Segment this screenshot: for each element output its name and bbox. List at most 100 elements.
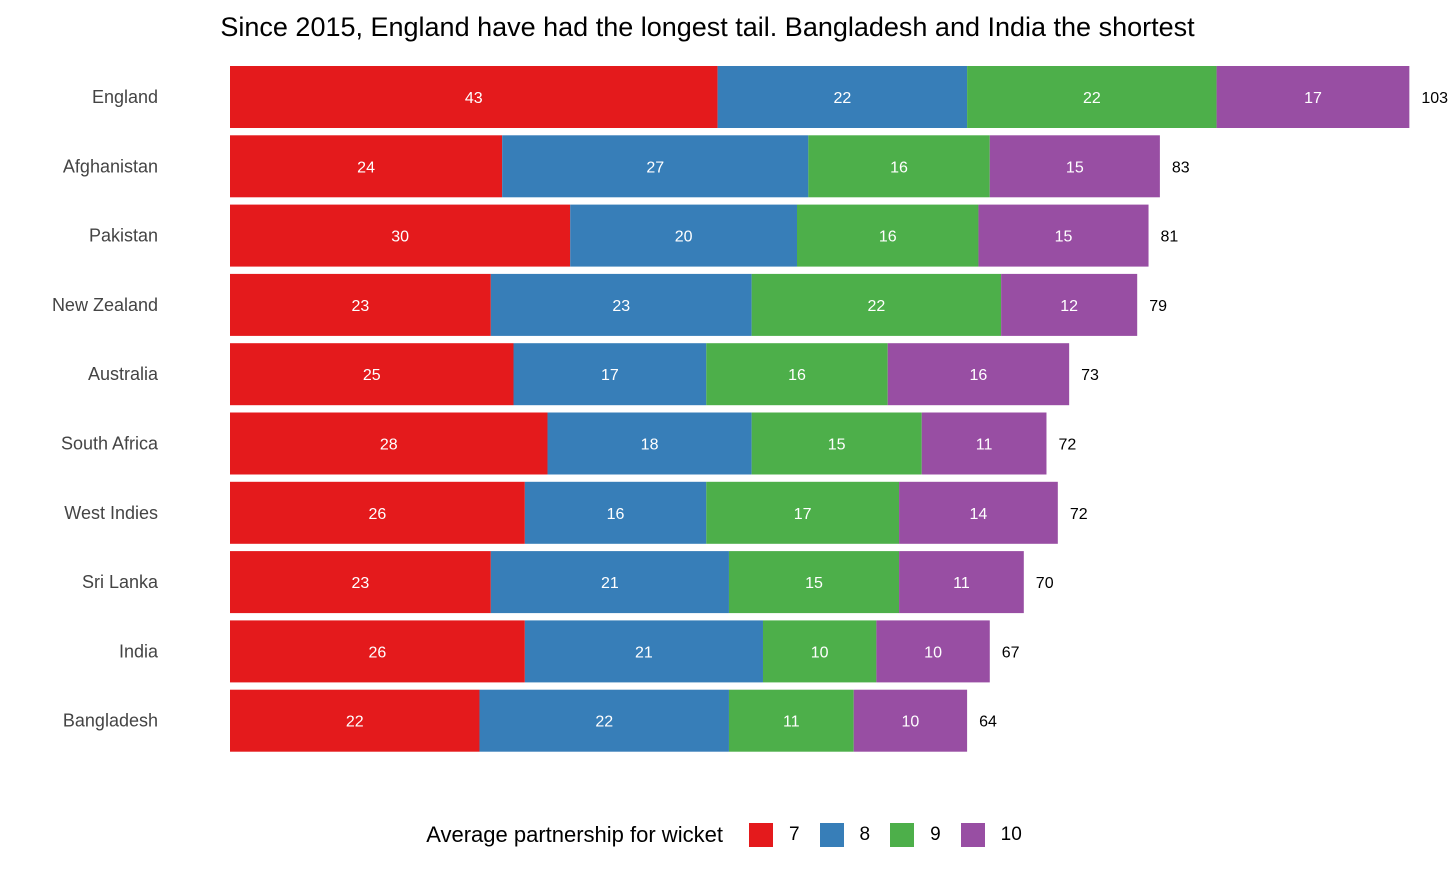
bar-south-africa-wicket-9	[751, 412, 922, 475]
bar-australia-wicket-7	[230, 343, 514, 406]
bar-new-zealand-wicket-10	[1001, 273, 1138, 336]
bar-england-wicket-10	[1216, 66, 1410, 128]
bar-australia-wicket-9	[706, 343, 888, 406]
bar-label-pakistan-wicket-7: 30	[391, 229, 409, 246]
category-label-south-africa: South Africa	[61, 434, 159, 454]
bar-label-bangladesh-wicket-9: 11	[783, 714, 800, 731]
bar-label-sri-lanka-wicket-10: 11	[953, 575, 970, 592]
bar-label-new-zealand-wicket-8: 23	[612, 298, 630, 315]
total-label-afghanistan: 83	[1172, 159, 1190, 176]
bar-label-australia-wicket-9: 16	[788, 367, 806, 384]
bar-west-indies-wicket-10	[899, 481, 1058, 544]
bar-afghanistan-wicket-10	[989, 135, 1160, 198]
legend: Average partnership for wicket 7 8 9 10	[0, 822, 1456, 848]
bar-label-west-indies-wicket-7: 26	[369, 506, 387, 523]
bar-label-west-indies-wicket-8: 16	[607, 506, 625, 523]
bar-south-africa-wicket-7	[230, 412, 548, 475]
bar-pakistan-wicket-10	[978, 204, 1149, 267]
bar-afghanistan-wicket-7	[230, 135, 503, 198]
bar-west-indies-wicket-7	[230, 481, 525, 544]
bar-australia-wicket-10	[887, 343, 1070, 406]
legend-item-9: 9	[890, 823, 949, 847]
bar-india-wicket-9	[762, 620, 877, 683]
total-label-india: 67	[1002, 644, 1020, 661]
category-label-pakistan: Pakistan	[89, 226, 158, 246]
bar-label-bangladesh-wicket-7: 22	[346, 714, 364, 731]
chart-plot: England 43 22 22 17 103 Afghanistan 24 27 16 15 83 P…	[52, 66, 1448, 752]
bar-england-wicket-9	[967, 66, 1217, 128]
bar-label-india-wicket-9: 10	[811, 644, 829, 661]
bar-sri-lanka-wicket-10	[899, 551, 1024, 614]
bar-label-afghanistan-wicket-7: 24	[357, 159, 375, 176]
bar-label-new-zealand-wicket-9: 22	[867, 298, 885, 315]
bar-label-pakistan-wicket-10: 15	[1055, 229, 1073, 246]
category-label-afghanistan: Afghanistan	[63, 156, 158, 176]
bar-label-india-wicket-7: 26	[369, 644, 387, 661]
total-label-pakistan: 81	[1161, 229, 1179, 246]
legend-label-10: 10	[1000, 824, 1022, 845]
bar-label-pakistan-wicket-9: 16	[879, 229, 897, 246]
bar-bangladesh-wicket-7	[230, 689, 480, 752]
legend-swatch-9	[890, 823, 915, 847]
bar-england-wicket-7	[230, 66, 718, 128]
total-label-bangladesh: 64	[979, 714, 997, 731]
bar-label-west-indies-wicket-10: 14	[970, 506, 988, 523]
legend-swatch-10	[960, 823, 985, 847]
category-label-west-indies: West Indies	[64, 503, 158, 523]
bar-label-sri-lanka-wicket-9: 15	[805, 575, 823, 592]
bar-new-zealand-wicket-7	[230, 273, 491, 336]
category-label-bangladesh: Bangladesh	[63, 711, 158, 731]
legend-title: Average partnership for wicket	[426, 822, 723, 847]
category-label-new-zealand: New Zealand	[52, 295, 158, 315]
bar-bangladesh-wicket-8	[479, 689, 729, 752]
category-label-england: England	[92, 87, 158, 107]
bar-west-indies-wicket-9	[706, 481, 900, 544]
total-label-sri-lanka: 70	[1036, 575, 1054, 592]
bar-label-new-zealand-wicket-10: 12	[1060, 298, 1078, 315]
category-label-australia: Australia	[88, 364, 159, 384]
bar-label-india-wicket-8: 21	[635, 644, 653, 661]
bar-south-africa-wicket-8	[547, 412, 752, 475]
bar-label-bangladesh-wicket-8: 22	[595, 714, 613, 731]
bar-label-pakistan-wicket-8: 20	[675, 229, 693, 246]
bar-afghanistan-wicket-8	[502, 135, 809, 198]
bar-label-bangladesh-wicket-10: 10	[902, 714, 920, 731]
bar-new-zealand-wicket-8	[490, 273, 752, 336]
bar-label-england-wicket-8: 22	[833, 90, 851, 107]
legend-swatch-8	[819, 823, 844, 847]
bar-sri-lanka-wicket-7	[230, 551, 491, 614]
total-label-england: 103	[1421, 90, 1448, 107]
total-label-south-africa: 72	[1058, 437, 1076, 454]
bar-pakistan-wicket-8	[570, 204, 797, 267]
legend-swatch-7	[748, 823, 773, 847]
legend-item-8: 8	[819, 823, 879, 847]
chart-title: Since 2015, England have had the longest…	[220, 12, 1195, 42]
bar-label-south-africa-wicket-10: 11	[976, 437, 993, 454]
bar-bangladesh-wicket-10	[853, 689, 968, 752]
bar-label-australia-wicket-7: 25	[363, 367, 381, 384]
bar-pakistan-wicket-7	[230, 204, 571, 267]
bar-sri-lanka-wicket-8	[490, 551, 729, 614]
bar-label-afghanistan-wicket-9: 16	[890, 159, 908, 176]
bar-south-africa-wicket-10	[921, 412, 1047, 475]
legend-item-7: 7	[748, 823, 808, 847]
bar-label-england-wicket-10: 17	[1304, 90, 1322, 107]
bar-pakistan-wicket-9	[797, 204, 979, 267]
total-label-australia: 73	[1081, 367, 1099, 384]
bar-label-new-zealand-wicket-7: 23	[352, 298, 370, 315]
bar-label-india-wicket-10: 10	[924, 644, 942, 661]
category-label-sri-lanka: Sri Lanka	[82, 572, 159, 592]
bar-label-england-wicket-9: 22	[1083, 90, 1101, 107]
bar-label-sri-lanka-wicket-8: 21	[601, 575, 619, 592]
bar-label-south-africa-wicket-9: 15	[828, 437, 846, 454]
bar-india-wicket-8	[524, 620, 763, 683]
bar-india-wicket-10	[876, 620, 990, 683]
bar-label-afghanistan-wicket-8: 27	[646, 159, 664, 176]
bar-label-sri-lanka-wicket-7: 23	[352, 575, 370, 592]
bar-label-south-africa-wicket-7: 28	[380, 437, 398, 454]
bar-west-indies-wicket-8	[524, 481, 707, 544]
legend-label-9: 9	[930, 824, 941, 845]
total-label-new-zealand: 79	[1149, 298, 1167, 315]
total-label-west-indies: 72	[1070, 506, 1088, 523]
bar-label-england-wicket-7: 43	[465, 90, 483, 107]
